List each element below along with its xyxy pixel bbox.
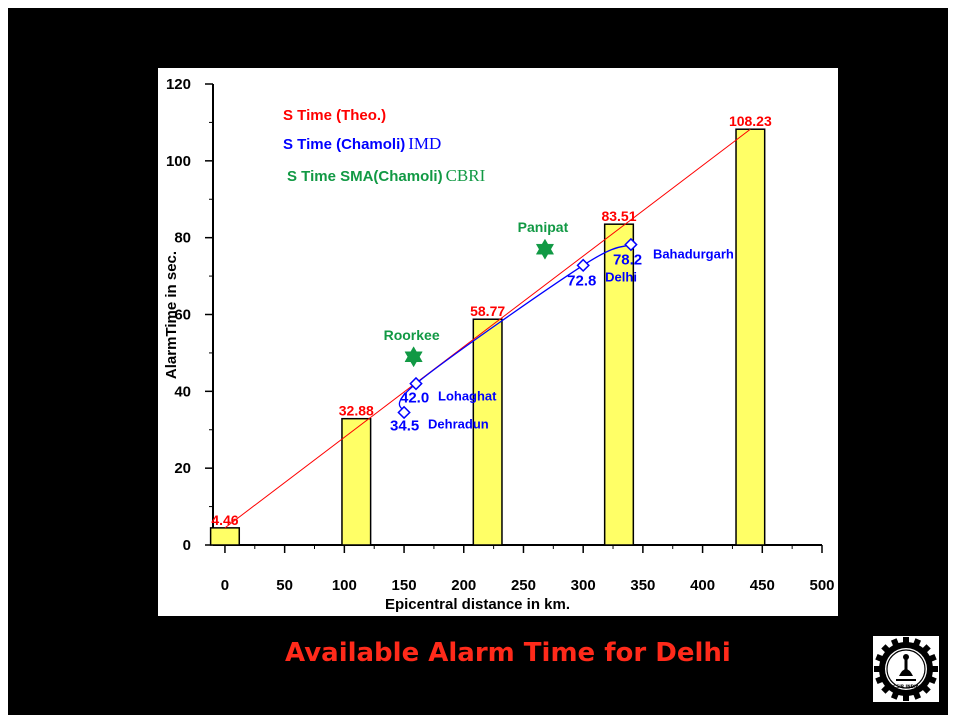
slide-caption: Available Alarm Time for Delhi (285, 638, 731, 668)
imd-value-label: 72.8 (567, 272, 596, 289)
y-tick-label: 40 (174, 383, 191, 400)
y-tick-label: 20 (174, 460, 191, 477)
legend-suffix: IMD (408, 134, 441, 153)
y-tick-label: 0 (183, 537, 191, 554)
legend-item: S Time (Chamoli) IMD (283, 134, 441, 153)
sma-star-marker (535, 238, 555, 260)
gear-icon (874, 637, 938, 701)
logo-text: CSIR INDIA (893, 684, 920, 689)
bar (603, 223, 635, 546)
bar-value-label: 32.88 (339, 403, 374, 419)
bar (341, 417, 372, 546)
x-axis-label: Epicentral distance in km. (385, 596, 570, 613)
imd-value-label: 42.0 (400, 390, 429, 407)
bars (209, 128, 766, 546)
imd-station-label: Dehradun (428, 416, 489, 431)
imd-value-label: 78.2 (613, 252, 642, 269)
legend-item: S Time SMA(Chamoli) CBRI (287, 166, 486, 185)
x-tick-label: 400 (690, 577, 715, 594)
legend-label: S Time SMA(Chamoli) (287, 168, 443, 185)
bar (735, 128, 766, 546)
imd-marker (624, 237, 638, 252)
imd-station-label: Lohaghat (438, 389, 497, 404)
x-tick-label: 150 (392, 577, 417, 594)
y-tick-label: 60 (174, 307, 191, 324)
x-tick-label: 100 (332, 577, 357, 594)
legend-label: S Time (Theo.) (283, 107, 386, 124)
csir-gear-logo-icon: CSIR INDIA (873, 636, 939, 702)
lines (224, 128, 751, 529)
bar (472, 318, 503, 546)
y-axis-label: AlarmTime in sec. (163, 251, 180, 379)
bar-value-label: 83.51 (601, 208, 636, 224)
legend-suffix: CBRI (446, 166, 486, 185)
imd-marker (409, 376, 423, 391)
sma-station-label: Panipat (518, 219, 569, 235)
x-tick-label: 0 (221, 577, 229, 594)
x-tick-label: 500 (809, 577, 834, 594)
legend-item: S Time (Theo.) (283, 107, 386, 124)
x-tick-label: 250 (511, 577, 536, 594)
imd-marker (397, 405, 411, 420)
y-tick-label: 100 (166, 153, 191, 170)
labels: 4.46 32.88 58.77 83.51 108.23 34.5 Dehradun 42.… (211, 113, 772, 528)
bar-value-label: 108.23 (729, 113, 772, 129)
imd-station-label: Delhi (605, 269, 637, 284)
y-tick-label: 120 (166, 76, 191, 93)
x-tick-label: 50 (276, 577, 293, 594)
sma-star-marker (404, 346, 423, 368)
axes: 0 50 100 150 200 250 300 350 400 450 500 0 20 40 60 80 1… (163, 76, 835, 613)
legend-label: S Time (Chamoli) (283, 136, 405, 153)
x-tick-label: 300 (571, 577, 596, 594)
theo-line (224, 128, 751, 529)
bar-value-label: 4.46 (211, 512, 238, 528)
imd-station-label: Bahadurgarh (653, 247, 734, 262)
x-tick-label: 450 (750, 577, 775, 594)
x-tick-label: 200 (451, 577, 476, 594)
y-tick-label: 80 (174, 230, 191, 247)
sma-station-label: Roorkee (384, 327, 440, 343)
imd-line (398, 243, 632, 413)
bar (209, 527, 241, 546)
x-tick-label: 350 (630, 577, 655, 594)
imd-value-label: 34.5 (390, 417, 419, 434)
imd-marker (576, 258, 590, 273)
bar-value-label: 58.77 (470, 303, 505, 319)
